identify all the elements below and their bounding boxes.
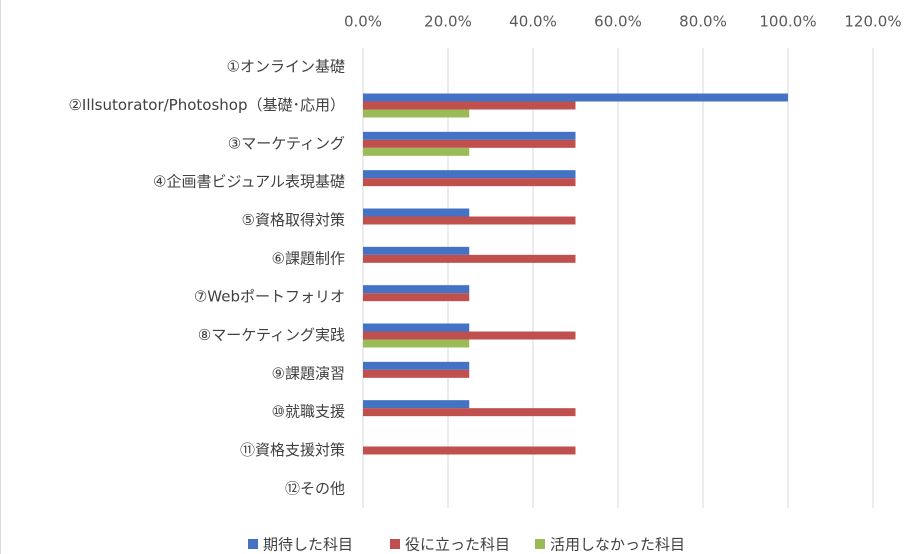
- bar: [363, 170, 576, 179]
- category-label: ⑫その他: [285, 479, 345, 497]
- x-tick-label: 20.0%: [424, 13, 472, 31]
- x-tick-label: 100.0%: [759, 13, 816, 31]
- x-tick-label: 40.0%: [509, 13, 557, 31]
- bar: [363, 208, 470, 217]
- category-label: ⑨課題演習: [272, 364, 345, 382]
- legend-swatch: [248, 539, 258, 549]
- category-label: ⑤資格取得対策: [242, 211, 345, 229]
- bar: [363, 361, 470, 370]
- x-tick-label: 120.0%: [844, 13, 901, 31]
- legend-label: 役に立った科目: [405, 536, 510, 554]
- category-label: ①オンライン基礎: [227, 58, 345, 76]
- bar: [363, 131, 576, 140]
- bar: [363, 178, 576, 187]
- bar: [363, 216, 576, 225]
- bar: [363, 293, 470, 302]
- category-label: ⑧マーケティング実践: [198, 326, 345, 344]
- bar: [363, 400, 470, 409]
- x-tick-label: 60.0%: [594, 13, 642, 31]
- bar: [363, 323, 470, 332]
- x-tick-label: 0.0%: [344, 13, 382, 31]
- bar: [363, 246, 470, 255]
- bar: [363, 331, 576, 340]
- x-tick-label: 80.0%: [679, 13, 727, 31]
- bar: [363, 147, 470, 156]
- legend-swatch: [390, 539, 400, 549]
- bar: [363, 285, 470, 294]
- bar: [363, 93, 788, 102]
- bar: [363, 446, 576, 455]
- bar: [363, 101, 576, 110]
- bar: [363, 339, 470, 348]
- bar: [363, 408, 576, 417]
- category-label: ⑩就職支援: [272, 403, 345, 421]
- legend-label: 期待した科目: [263, 536, 353, 554]
- category-label: ⑥課題制作: [272, 249, 345, 267]
- category-label: ⑪資格支援対策: [240, 441, 345, 459]
- bar: [363, 109, 470, 118]
- category-label: ⑦Webポートフォリオ: [194, 288, 345, 306]
- category-label: ②Illsutorator/Photoshop（基礎･応用）: [68, 96, 345, 114]
- category-label: ③マーケティング: [228, 134, 345, 152]
- bar: [363, 139, 576, 148]
- category-label: ④企画書ビジュアル表現基礎: [153, 173, 345, 191]
- legend-swatch: [535, 539, 545, 549]
- legend-label: 活用しなかった科目: [550, 536, 685, 554]
- bar: [363, 369, 470, 378]
- bar: [363, 254, 576, 263]
